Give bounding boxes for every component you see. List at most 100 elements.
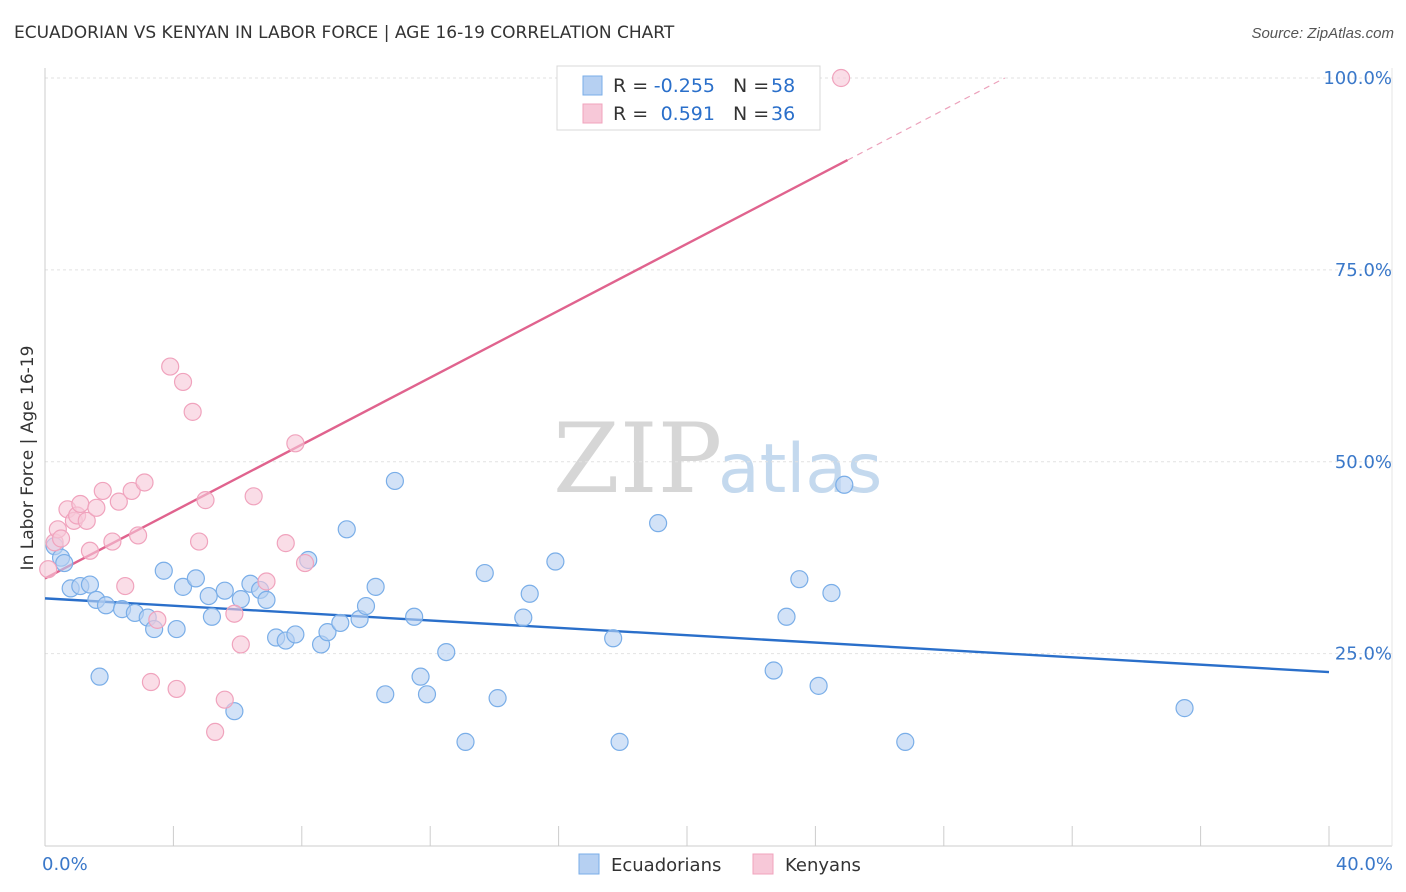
kenyan-trend-extension	[847, 77, 1006, 161]
ecuadorian-point	[437, 642, 456, 662]
ecuadorian-point	[215, 581, 234, 600]
ecuadorian-trend-line	[44, 597, 1330, 674]
ecuadorian-point	[318, 623, 337, 642]
legend-swatch-ecuadorians	[578, 853, 600, 875]
ecuadorian-point	[604, 629, 623, 648]
kenyan-point	[276, 534, 295, 553]
y-tick-label: 100.0%	[1323, 68, 1392, 89]
ecuadorian-point	[835, 475, 854, 494]
ecuadorian-point	[55, 553, 74, 573]
ecuadorian-point	[356, 596, 376, 616]
stats-swatch-kenyans	[582, 103, 603, 124]
kenyan-point	[189, 532, 209, 551]
ecuadorian-point	[610, 732, 629, 751]
ecuadorian-point	[514, 608, 533, 627]
kenyan-point	[173, 372, 193, 392]
legend-label-ecuadorians: Ecuadorians	[611, 855, 721, 876]
ecuadorian-point	[790, 570, 809, 589]
ecuadorian-point	[456, 732, 475, 751]
kenyan-point	[167, 679, 186, 699]
stats-n-value-ecuadorians: 58	[771, 75, 795, 97]
data-points	[39, 68, 1194, 751]
ecuadorian-point	[199, 586, 218, 606]
kenyan-point	[135, 473, 154, 492]
ecuadorian-point	[896, 732, 915, 751]
chart-source: Source: ZipAtlas.com	[1251, 25, 1394, 42]
kenyan-point	[51, 529, 71, 548]
ecuadorian-point	[366, 577, 385, 596]
ecuadorian-point	[417, 685, 437, 704]
watermark-zip: ZIP	[553, 403, 722, 515]
ecuadorian-point	[488, 689, 507, 708]
kenyan-point	[148, 610, 167, 629]
ecuadorian-point	[167, 619, 186, 639]
ecuadorian-point	[411, 667, 430, 686]
kenyan-point	[71, 494, 90, 514]
kenyan-point	[77, 511, 96, 530]
kenyan-point	[183, 402, 202, 421]
legend: Ecuadorians Kenyans	[578, 853, 861, 876]
ecuadorian-point	[202, 607, 222, 626]
chart-title: ECUADORIAN VS KENYAN IN LABOR FORCE | AG…	[14, 23, 675, 43]
kenyan-point	[161, 357, 180, 376]
watermark: ZIP atlas	[553, 403, 882, 515]
x-tick-label: 0.0%	[42, 854, 88, 875]
y-tick-label: 25.0%	[1335, 644, 1392, 665]
stats-swatch-ecuadorians	[582, 75, 603, 96]
ecuadorian-point	[331, 613, 350, 633]
legend-label-kenyans: Kenyans	[785, 855, 861, 876]
ecuadorian-point	[822, 583, 841, 603]
y-axis-title: In Labor Force | Age 16-19	[18, 346, 38, 571]
kenyan-point	[122, 481, 141, 501]
kenyan-point	[225, 604, 244, 623]
ecuadorian-point	[257, 590, 276, 610]
stats-n-label-ecuadorians: N =	[733, 75, 769, 97]
kenyan-point	[196, 491, 215, 510]
kenyan-point	[257, 572, 276, 591]
ecuadorian-point	[80, 575, 100, 594]
ecuadorian-point	[90, 667, 109, 686]
ecuadorian-point	[96, 596, 116, 615]
axes	[44, 68, 1393, 847]
ecuadorian-point	[520, 584, 539, 603]
kenyan-point	[295, 553, 315, 573]
stats-n-label-kenyans: N =	[733, 103, 769, 125]
kenyan-point	[215, 690, 234, 709]
ecuadorian-point	[405, 607, 424, 626]
kenyan-point	[231, 635, 250, 654]
ecuadorian-point	[154, 561, 173, 580]
ecuadorian-point	[764, 661, 783, 680]
y-tick-label: 50.0%	[1335, 452, 1392, 473]
stats-r-value-ecuadorians: -0.255	[654, 75, 715, 97]
ecuadorian-point	[337, 520, 356, 539]
ecuadorian-point	[1175, 699, 1194, 718]
series-kenyans-points	[39, 68, 851, 742]
stats-r-value-kenyans: 0.591	[661, 103, 715, 125]
kenyan-point	[141, 672, 161, 692]
ecuadorian-point	[376, 685, 395, 704]
legend-swatch-kenyans	[752, 853, 774, 875]
ecuadorian-point	[286, 625, 305, 644]
y-tick-label: 75.0%	[1335, 260, 1392, 281]
kenyan-point	[831, 68, 851, 88]
ecuadorian-point	[385, 471, 404, 491]
kenyan-point	[116, 576, 135, 596]
kenyan-trend-line	[44, 159, 849, 580]
kenyan-point	[206, 722, 225, 742]
kenyan-point	[87, 498, 106, 517]
kenyan-point	[80, 541, 100, 560]
stats-n-value-kenyans: 36	[771, 103, 795, 125]
grid-lines	[45, 77, 1392, 655]
stats-r-label-ecuadorians: R =	[613, 75, 648, 97]
kenyan-point	[286, 434, 305, 453]
kenyan-point	[39, 560, 58, 579]
tick-labels: 25.0% 50.0% 75.0% 100.0% 0.0% 40.0%	[42, 68, 1393, 875]
kenyan-point	[109, 492, 128, 511]
ecuadorian-point	[173, 577, 193, 596]
stats-r-label-kenyans: R =	[613, 103, 648, 125]
ecuadorian-point	[546, 552, 565, 571]
ecuadorian-point	[475, 563, 494, 583]
kenyan-point	[128, 526, 148, 545]
kenyan-point	[244, 487, 263, 506]
